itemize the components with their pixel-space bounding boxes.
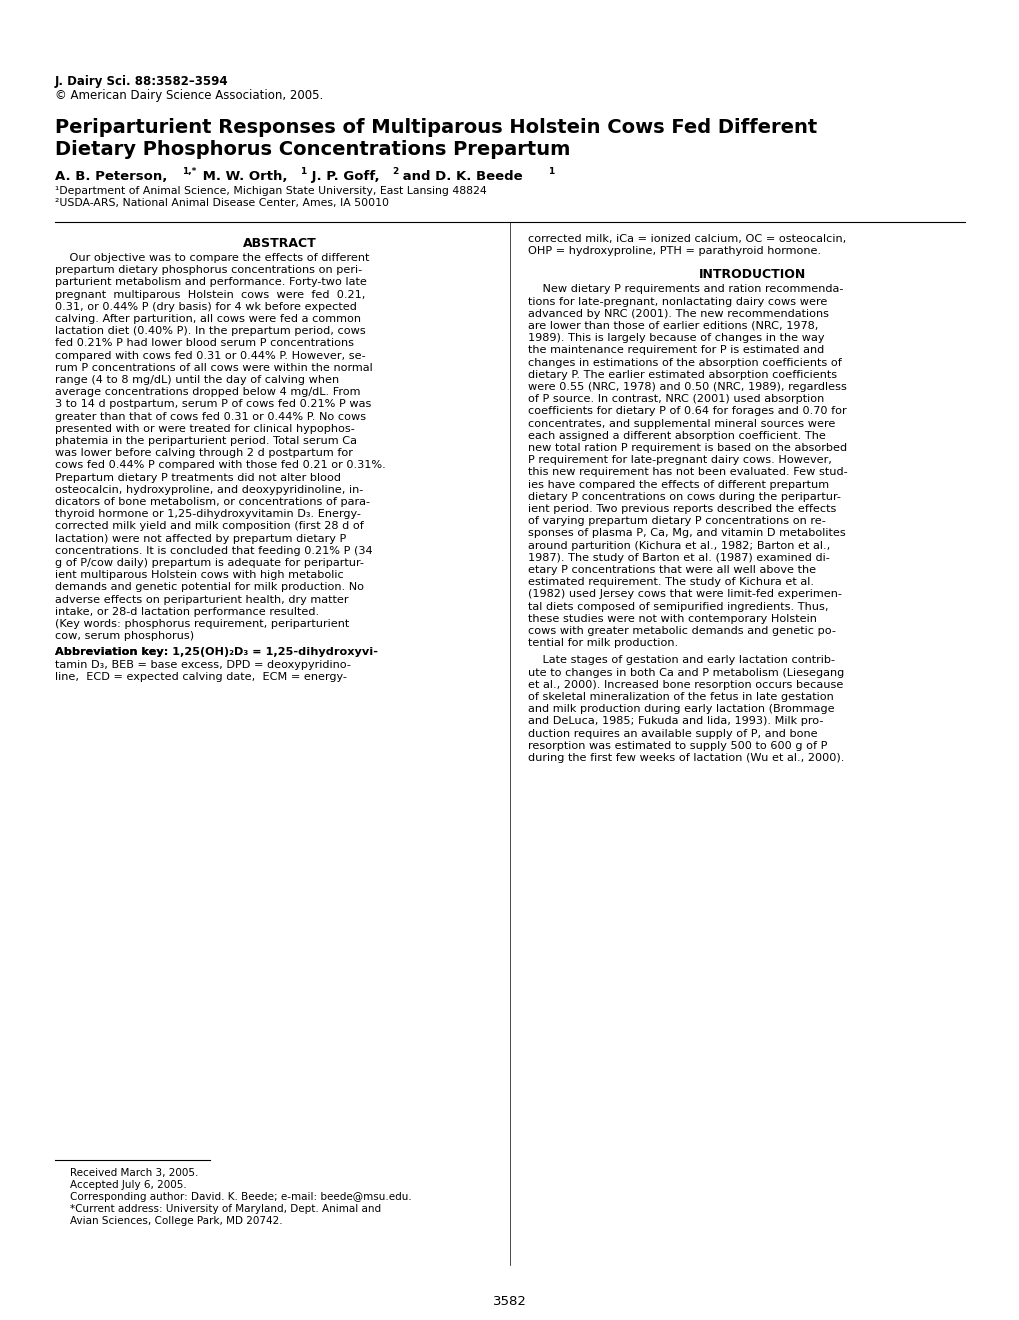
Text: dicators of bone metabolism, or concentrations of para-: dicators of bone metabolism, or concentr… [55,498,370,507]
Text: 1987). The study of Barton et al. (1987) examined di-: 1987). The study of Barton et al. (1987)… [528,553,828,562]
Text: phatemia in the periparturient period. Total serum Ca: phatemia in the periparturient period. T… [55,436,357,446]
Text: prepartum dietary phosphorus concentrations on peri-: prepartum dietary phosphorus concentrati… [55,265,362,275]
Text: changes in estimations of the absorption coefficients of: changes in estimations of the absorption… [528,358,841,367]
Text: and D. K. Beede: and D. K. Beede [397,170,522,183]
Text: dietary P concentrations on cows during the peripartur-: dietary P concentrations on cows during … [528,492,840,502]
Text: average concentrations dropped below 4 mg/dL. From: average concentrations dropped below 4 m… [55,387,360,397]
Text: *Current address: University of Maryland, Dept. Animal and: *Current address: University of Maryland… [70,1204,381,1214]
Text: are lower than those of earlier editions (NRC, 1978,: are lower than those of earlier editions… [528,321,817,331]
Text: Abbreviation key:: Abbreviation key: [55,647,168,657]
Text: Accepted July 6, 2005.: Accepted July 6, 2005. [70,1180,186,1191]
Text: g of P/cow daily) prepartum is adequate for peripartur-: g of P/cow daily) prepartum is adequate … [55,558,364,568]
Text: New dietary P requirements and ration recommenda-: New dietary P requirements and ration re… [528,284,843,294]
Text: cows fed 0.44% P compared with those fed 0.21 or 0.31%.: cows fed 0.44% P compared with those fed… [55,461,385,470]
Text: intake, or 28-d lactation performance resulted.: intake, or 28-d lactation performance re… [55,607,319,616]
Text: of P source. In contrast, NRC (2001) used absorption: of P source. In contrast, NRC (2001) use… [528,395,823,404]
Text: tions for late-pregnant, nonlactating dairy cows were: tions for late-pregnant, nonlactating da… [528,297,826,306]
Text: Received March 3, 2005.: Received March 3, 2005. [70,1168,198,1177]
Text: around parturition (Kichura et al., 1982; Barton et al.,: around parturition (Kichura et al., 1982… [528,541,829,550]
Text: 3582: 3582 [492,1295,527,1308]
Text: Late stages of gestation and early lactation contrib-: Late stages of gestation and early lacta… [528,656,835,665]
Text: Prepartum dietary P treatments did not alter blood: Prepartum dietary P treatments did not a… [55,473,340,483]
Text: cow, serum phosphorus): cow, serum phosphorus) [55,631,194,642]
Text: demands and genetic potential for milk production. No: demands and genetic potential for milk p… [55,582,364,593]
Text: of varying prepartum dietary P concentrations on re-: of varying prepartum dietary P concentra… [528,516,825,527]
Text: these studies were not with contemporary Holstein: these studies were not with contemporary… [528,614,816,624]
Text: 3 to 14 d postpartum, serum P of cows fed 0.21% P was: 3 to 14 d postpartum, serum P of cows fe… [55,400,371,409]
Text: thyroid hormone or 1,25-dihydroxyvitamin D₃. Energy-: thyroid hormone or 1,25-dihydroxyvitamin… [55,510,361,519]
Text: Abbreviation key: 1,25(OH)₂D₃ = 1,25-dihydroxyvi-: Abbreviation key: 1,25(OH)₂D₃ = 1,25-dih… [55,647,378,657]
Text: ABSTRACT: ABSTRACT [243,238,317,249]
Text: rum P concentrations of all cows were within the normal: rum P concentrations of all cows were wi… [55,363,372,372]
Text: advanced by NRC (2001). The new recommendations: advanced by NRC (2001). The new recommen… [528,309,828,319]
Text: and DeLuca, 1985; Fukuda and Iida, 1993). Milk pro-: and DeLuca, 1985; Fukuda and Iida, 1993)… [528,717,822,726]
Text: was lower before calving through 2 d postpartum for: was lower before calving through 2 d pos… [55,449,353,458]
Text: M. W. Orth,: M. W. Orth, [198,170,287,183]
Text: ient period. Two previous reports described the effects: ient period. Two previous reports descri… [528,504,836,513]
Text: 0.31, or 0.44% P (dry basis) for 4 wk before expected: 0.31, or 0.44% P (dry basis) for 4 wk be… [55,302,357,312]
Text: ²USDA-ARS, National Animal Disease Center, Ames, IA 50010: ²USDA-ARS, National Animal Disease Cente… [55,198,388,209]
Text: compared with cows fed 0.31 or 0.44% P. However, se-: compared with cows fed 0.31 or 0.44% P. … [55,351,365,360]
Text: osteocalcin, hydroxyproline, and deoxypyridinoline, in-: osteocalcin, hydroxyproline, and deoxypy… [55,484,363,495]
Text: ient multiparous Holstein cows with high metabolic: ient multiparous Holstein cows with high… [55,570,343,581]
Text: tamin D₃, BEB = base excess, DPD = deoxypyridino-: tamin D₃, BEB = base excess, DPD = deoxy… [55,660,351,669]
Text: ute to changes in both Ca and P metabolism (Liesegang: ute to changes in both Ca and P metaboli… [528,668,844,677]
Text: this new requirement has not been evaluated. Few stud-: this new requirement has not been evalua… [528,467,847,478]
Text: 1: 1 [300,168,306,176]
Text: dietary P. The earlier estimated absorption coefficients: dietary P. The earlier estimated absorpt… [528,370,837,380]
Text: (Key words: phosphorus requirement, periparturient: (Key words: phosphorus requirement, peri… [55,619,348,630]
Text: and milk production during early lactation (Brommage: and milk production during early lactati… [528,704,834,714]
Text: (1982) used Jersey cows that were limit-fed experimen-: (1982) used Jersey cows that were limit-… [528,590,841,599]
Text: 1989). This is largely because of changes in the way: 1989). This is largely because of change… [528,333,823,343]
Text: © American Dairy Science Association, 2005.: © American Dairy Science Association, 20… [55,88,323,102]
Text: concentrations. It is concluded that feeding 0.21% P (34: concentrations. It is concluded that fee… [55,545,372,556]
Text: 1: 1 [547,168,553,176]
Text: A. B. Peterson,: A. B. Peterson, [55,170,167,183]
Text: estimated requirement. The study of Kichura et al.: estimated requirement. The study of Kich… [528,577,813,587]
Text: new total ration P requirement is based on the absorbed: new total ration P requirement is based … [528,444,847,453]
Text: range (4 to 8 mg/dL) until the day of calving when: range (4 to 8 mg/dL) until the day of ca… [55,375,338,385]
Text: lactation) were not affected by prepartum dietary P: lactation) were not affected by prepartu… [55,533,345,544]
Text: 2: 2 [391,168,397,176]
Text: ¹Department of Animal Science, Michigan State University, East Lansing 48824: ¹Department of Animal Science, Michigan … [55,186,486,195]
Text: J. P. Goff,: J. P. Goff, [307,170,379,183]
Text: 1,*: 1,* [181,168,197,176]
Text: each assigned a different absorption coefficient. The: each assigned a different absorption coe… [528,430,825,441]
Text: greater than that of cows fed 0.31 or 0.44% P. No cows: greater than that of cows fed 0.31 or 0.… [55,412,366,421]
Text: OHP = hydroxyproline, PTH = parathyroid hormone.: OHP = hydroxyproline, PTH = parathyroid … [528,247,820,256]
Text: pregnant  multiparous  Holstein  cows  were  fed  0.21,: pregnant multiparous Holstein cows were … [55,289,365,300]
Text: calving. After parturition, all cows were fed a common: calving. After parturition, all cows wer… [55,314,361,323]
Text: concentrates, and supplemental mineral sources were: concentrates, and supplemental mineral s… [528,418,835,429]
Text: ies have compared the effects of different prepartum: ies have compared the effects of differe… [528,479,828,490]
Text: of skeletal mineralization of the fetus in late gestation: of skeletal mineralization of the fetus … [528,692,833,702]
Text: INTRODUCTION: INTRODUCTION [699,268,806,281]
Text: corrected milk yield and milk composition (first 28 d of: corrected milk yield and milk compositio… [55,521,364,532]
Text: Periparturient Responses of Multiparous Holstein Cows Fed Different: Periparturient Responses of Multiparous … [55,117,816,137]
Text: lactation diet (0.40% P). In the prepartum period, cows: lactation diet (0.40% P). In the prepart… [55,326,366,337]
Text: during the first few weeks of lactation (Wu et al., 2000).: during the first few weeks of lactation … [528,752,844,763]
Text: line,  ECD = expected calving date,  ECM = energy-: line, ECD = expected calving date, ECM =… [55,672,346,682]
Text: the maintenance requirement for P is estimated and: the maintenance requirement for P is est… [528,346,823,355]
Text: fed 0.21% P had lower blood serum P concentrations: fed 0.21% P had lower blood serum P conc… [55,338,354,348]
Text: Corresponding author: David. K. Beede; e-mail: beede@msu.edu.: Corresponding author: David. K. Beede; e… [70,1192,412,1203]
Text: corrected milk, iCa = ionized calcium, OC = osteocalcin,: corrected milk, iCa = ionized calcium, O… [528,234,846,244]
Text: Our objective was to compare the effects of different: Our objective was to compare the effects… [55,253,369,263]
Text: adverse effects on periparturient health, dry matter: adverse effects on periparturient health… [55,594,348,605]
Text: Avian Sciences, College Park, MD 20742.: Avian Sciences, College Park, MD 20742. [70,1216,282,1226]
Text: Dietary Phosphorus Concentrations Prepartum: Dietary Phosphorus Concentrations Prepar… [55,140,570,158]
Text: P requirement for late-pregnant dairy cows. However,: P requirement for late-pregnant dairy co… [528,455,832,465]
Text: coefficients for dietary P of 0.64 for forages and 0.70 for: coefficients for dietary P of 0.64 for f… [528,407,846,416]
Text: et al., 2000). Increased bone resorption occurs because: et al., 2000). Increased bone resorption… [528,680,843,690]
Text: cows with greater metabolic demands and genetic po-: cows with greater metabolic demands and … [528,626,835,636]
Text: J. Dairy Sci. 88:3582–3594: J. Dairy Sci. 88:3582–3594 [55,75,228,88]
Text: presented with or were treated for clinical hypophos-: presented with or were treated for clini… [55,424,355,434]
Text: tential for milk production.: tential for milk production. [528,638,678,648]
Text: sponses of plasma P, Ca, Mg, and vitamin D metabolites: sponses of plasma P, Ca, Mg, and vitamin… [528,528,845,539]
Text: tal diets composed of semipurified ingredients. Thus,: tal diets composed of semipurified ingre… [528,602,827,611]
Text: parturient metabolism and performance. Forty-two late: parturient metabolism and performance. F… [55,277,367,288]
Text: duction requires an available supply of P, and bone: duction requires an available supply of … [528,729,817,739]
Text: resorption was estimated to supply 500 to 600 g of P: resorption was estimated to supply 500 t… [528,741,826,751]
Text: were 0.55 (NRC, 1978) and 0.50 (NRC, 1989), regardless: were 0.55 (NRC, 1978) and 0.50 (NRC, 198… [528,381,846,392]
Text: etary P concentrations that were all well above the: etary P concentrations that were all wel… [528,565,815,576]
